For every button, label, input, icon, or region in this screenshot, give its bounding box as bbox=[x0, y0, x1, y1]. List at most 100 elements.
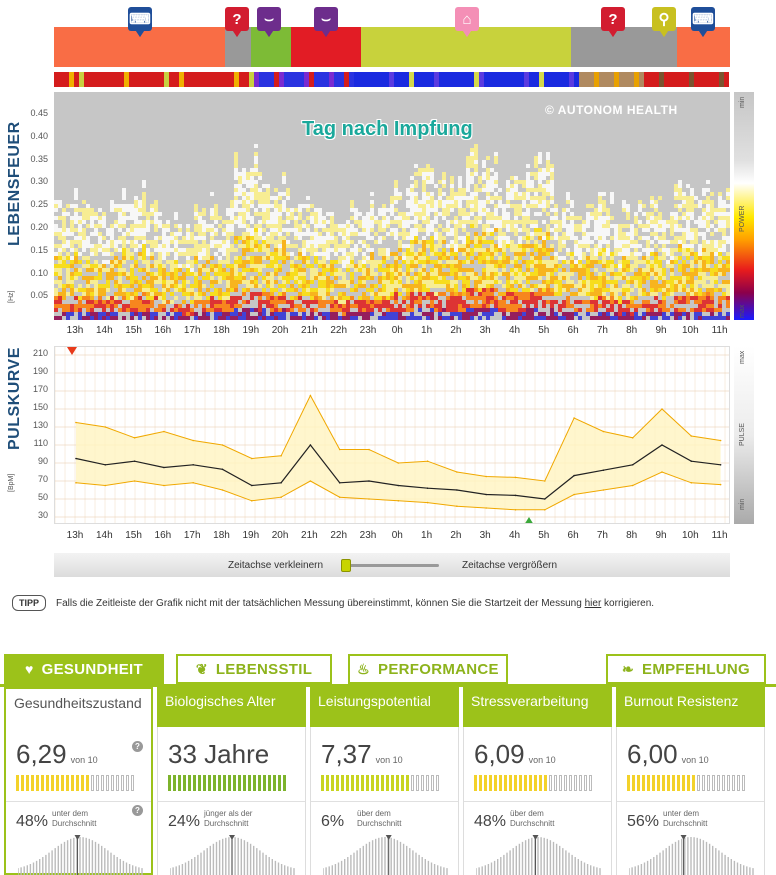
spectrogram-cell bbox=[122, 224, 126, 228]
tab-empfehlung[interactable]: ❧ EMPFEHLUNG bbox=[606, 654, 766, 684]
spectrogram-cell bbox=[554, 256, 558, 260]
spectrogram-cell bbox=[162, 236, 166, 240]
keyboard-icon[interactable]: ⌨ bbox=[691, 7, 715, 37]
zoom-slider-handle[interactable] bbox=[341, 559, 351, 572]
spectrogram-cell bbox=[142, 192, 146, 196]
state-segment bbox=[654, 72, 659, 87]
spectrogram-cell bbox=[366, 256, 370, 260]
sleep-icon[interactable]: ⌂ bbox=[455, 7, 479, 37]
spectrogram-cell bbox=[702, 316, 706, 320]
spectrogram-cell bbox=[486, 216, 490, 220]
spectrogram-cell bbox=[330, 308, 334, 312]
spectrogram-cell bbox=[146, 268, 150, 272]
spectrogram-cell bbox=[390, 196, 394, 200]
spectrogram-cell bbox=[506, 200, 510, 204]
spectrogram-cell bbox=[686, 300, 690, 304]
spectrogram-cell bbox=[578, 224, 582, 228]
spectrogram-cell bbox=[322, 252, 326, 256]
spectrogram-cell bbox=[262, 216, 266, 220]
pulse-chart[interactable] bbox=[54, 346, 730, 524]
metric-card[interactable]: Burnout Resistenz 6,00 von 10 56% unter dem … bbox=[616, 687, 765, 875]
question-icon[interactable]: ? bbox=[225, 7, 249, 37]
spectrogram-chart[interactable] bbox=[54, 92, 730, 320]
keyboard-icon[interactable]: ⌨ bbox=[128, 7, 152, 37]
spectrogram-cell bbox=[270, 284, 274, 288]
spectrogram-cell bbox=[474, 188, 478, 192]
zoom-track[interactable] bbox=[341, 564, 439, 567]
spectrogram-cell bbox=[194, 260, 198, 264]
spectrogram-cell bbox=[602, 232, 606, 236]
spectrogram-cell bbox=[126, 208, 130, 212]
spectrogram-cell bbox=[698, 276, 702, 280]
spectrogram-cell bbox=[86, 256, 90, 260]
metric-card[interactable]: Leistungspotential 7,37 von 10 6% über dem D… bbox=[310, 687, 459, 875]
spectrogram-cell bbox=[490, 232, 494, 236]
tab-lebensstil[interactable]: ❦ LEBENSSTIL bbox=[176, 654, 332, 684]
spectrogram-cell bbox=[538, 212, 542, 216]
spectrogram-cell bbox=[434, 184, 438, 188]
spectrogram-cell bbox=[386, 284, 390, 288]
pulse-point-mittel bbox=[133, 460, 136, 462]
percentile-value: 6% bbox=[321, 813, 345, 830]
zoom-in-label[interactable]: Zeitachse vergrößern bbox=[462, 559, 558, 571]
spectrogram-cell bbox=[598, 316, 602, 320]
metric-card[interactable]: Gesundheitszustand 6,29 von 10?? 48% unter d… bbox=[4, 687, 153, 875]
spectrogram-cell bbox=[298, 304, 302, 308]
spectrogram-cell bbox=[406, 192, 410, 196]
x-tick-label: 22h bbox=[330, 530, 348, 541]
spectrogram-cell bbox=[706, 296, 710, 300]
spectrogram-cell bbox=[610, 256, 614, 260]
spectrogram-cell bbox=[298, 284, 302, 288]
tip-link[interactable]: hier bbox=[584, 597, 602, 609]
relax-icon[interactable]: ⌣ bbox=[314, 7, 338, 37]
spectrogram-cell bbox=[146, 252, 150, 256]
help-icon[interactable]: ? bbox=[132, 805, 143, 816]
spectrogram-cell bbox=[522, 296, 526, 300]
metric-value: 7,37 von 10 bbox=[321, 739, 403, 769]
zoom-out-label[interactable]: Zeitachse verkleinern bbox=[228, 559, 324, 571]
spectrogram-cell bbox=[570, 256, 574, 260]
state-segment bbox=[514, 72, 519, 87]
spectrogram-cell bbox=[306, 292, 310, 296]
spectrogram-cell bbox=[242, 240, 246, 244]
spectrogram-cell bbox=[674, 240, 678, 244]
metric-card-title: Gesundheitszustand bbox=[4, 687, 153, 727]
spectrogram-cell bbox=[674, 220, 678, 224]
tip-text-before: Falls die Zeitleiste der Grafik nicht mi… bbox=[56, 597, 585, 609]
tab-performance[interactable]: ♨ PERFORMANCE bbox=[348, 654, 508, 684]
walk-icon[interactable]: ⚲ bbox=[652, 7, 676, 37]
spectrogram-cell bbox=[394, 252, 398, 256]
spectrogram-cell bbox=[250, 256, 254, 260]
x-tick-label: 8h bbox=[626, 530, 638, 541]
spectrogram-cell bbox=[614, 316, 618, 320]
spectrogram-cell bbox=[510, 244, 514, 248]
spectrogram-cell bbox=[138, 212, 142, 216]
question-icon[interactable]: ? bbox=[601, 7, 625, 37]
spectrogram-cell bbox=[54, 272, 58, 276]
spectrogram-cell bbox=[610, 260, 614, 264]
score-segment bbox=[193, 775, 196, 791]
help-icon[interactable]: ? bbox=[132, 741, 143, 752]
spectrogram-cell bbox=[538, 268, 542, 272]
spectrogram-cell bbox=[102, 308, 106, 312]
spectrogram-cell bbox=[398, 220, 402, 224]
spectrogram-cell bbox=[290, 304, 294, 308]
spectrogram-cell bbox=[470, 160, 474, 164]
state-segment bbox=[339, 72, 344, 87]
spectrogram-cell bbox=[158, 220, 162, 224]
spectrogram-cell bbox=[514, 248, 518, 252]
spectrogram-cell bbox=[662, 244, 666, 248]
tab-gesundheit[interactable]: ♥ GESUNDHEIT bbox=[4, 654, 164, 684]
spectrogram-cell bbox=[706, 284, 710, 288]
spectrogram-cell bbox=[154, 224, 158, 228]
spectrogram-cell bbox=[722, 220, 726, 224]
spectrogram-cell bbox=[410, 276, 414, 280]
spectrogram-cell bbox=[210, 224, 214, 228]
relax-icon[interactable]: ⌣ bbox=[257, 7, 281, 37]
spectrogram-cell bbox=[542, 240, 546, 244]
metric-card[interactable]: Biologisches Alter 33 Jahre 24% jünger als … bbox=[157, 687, 306, 875]
spectrogram-cell bbox=[106, 300, 110, 304]
metric-card[interactable]: Stressverarbeitung 6,09 von 10 48% über dem … bbox=[463, 687, 612, 875]
spectrogram-cell bbox=[110, 260, 114, 264]
spectrogram-cell bbox=[450, 188, 454, 192]
